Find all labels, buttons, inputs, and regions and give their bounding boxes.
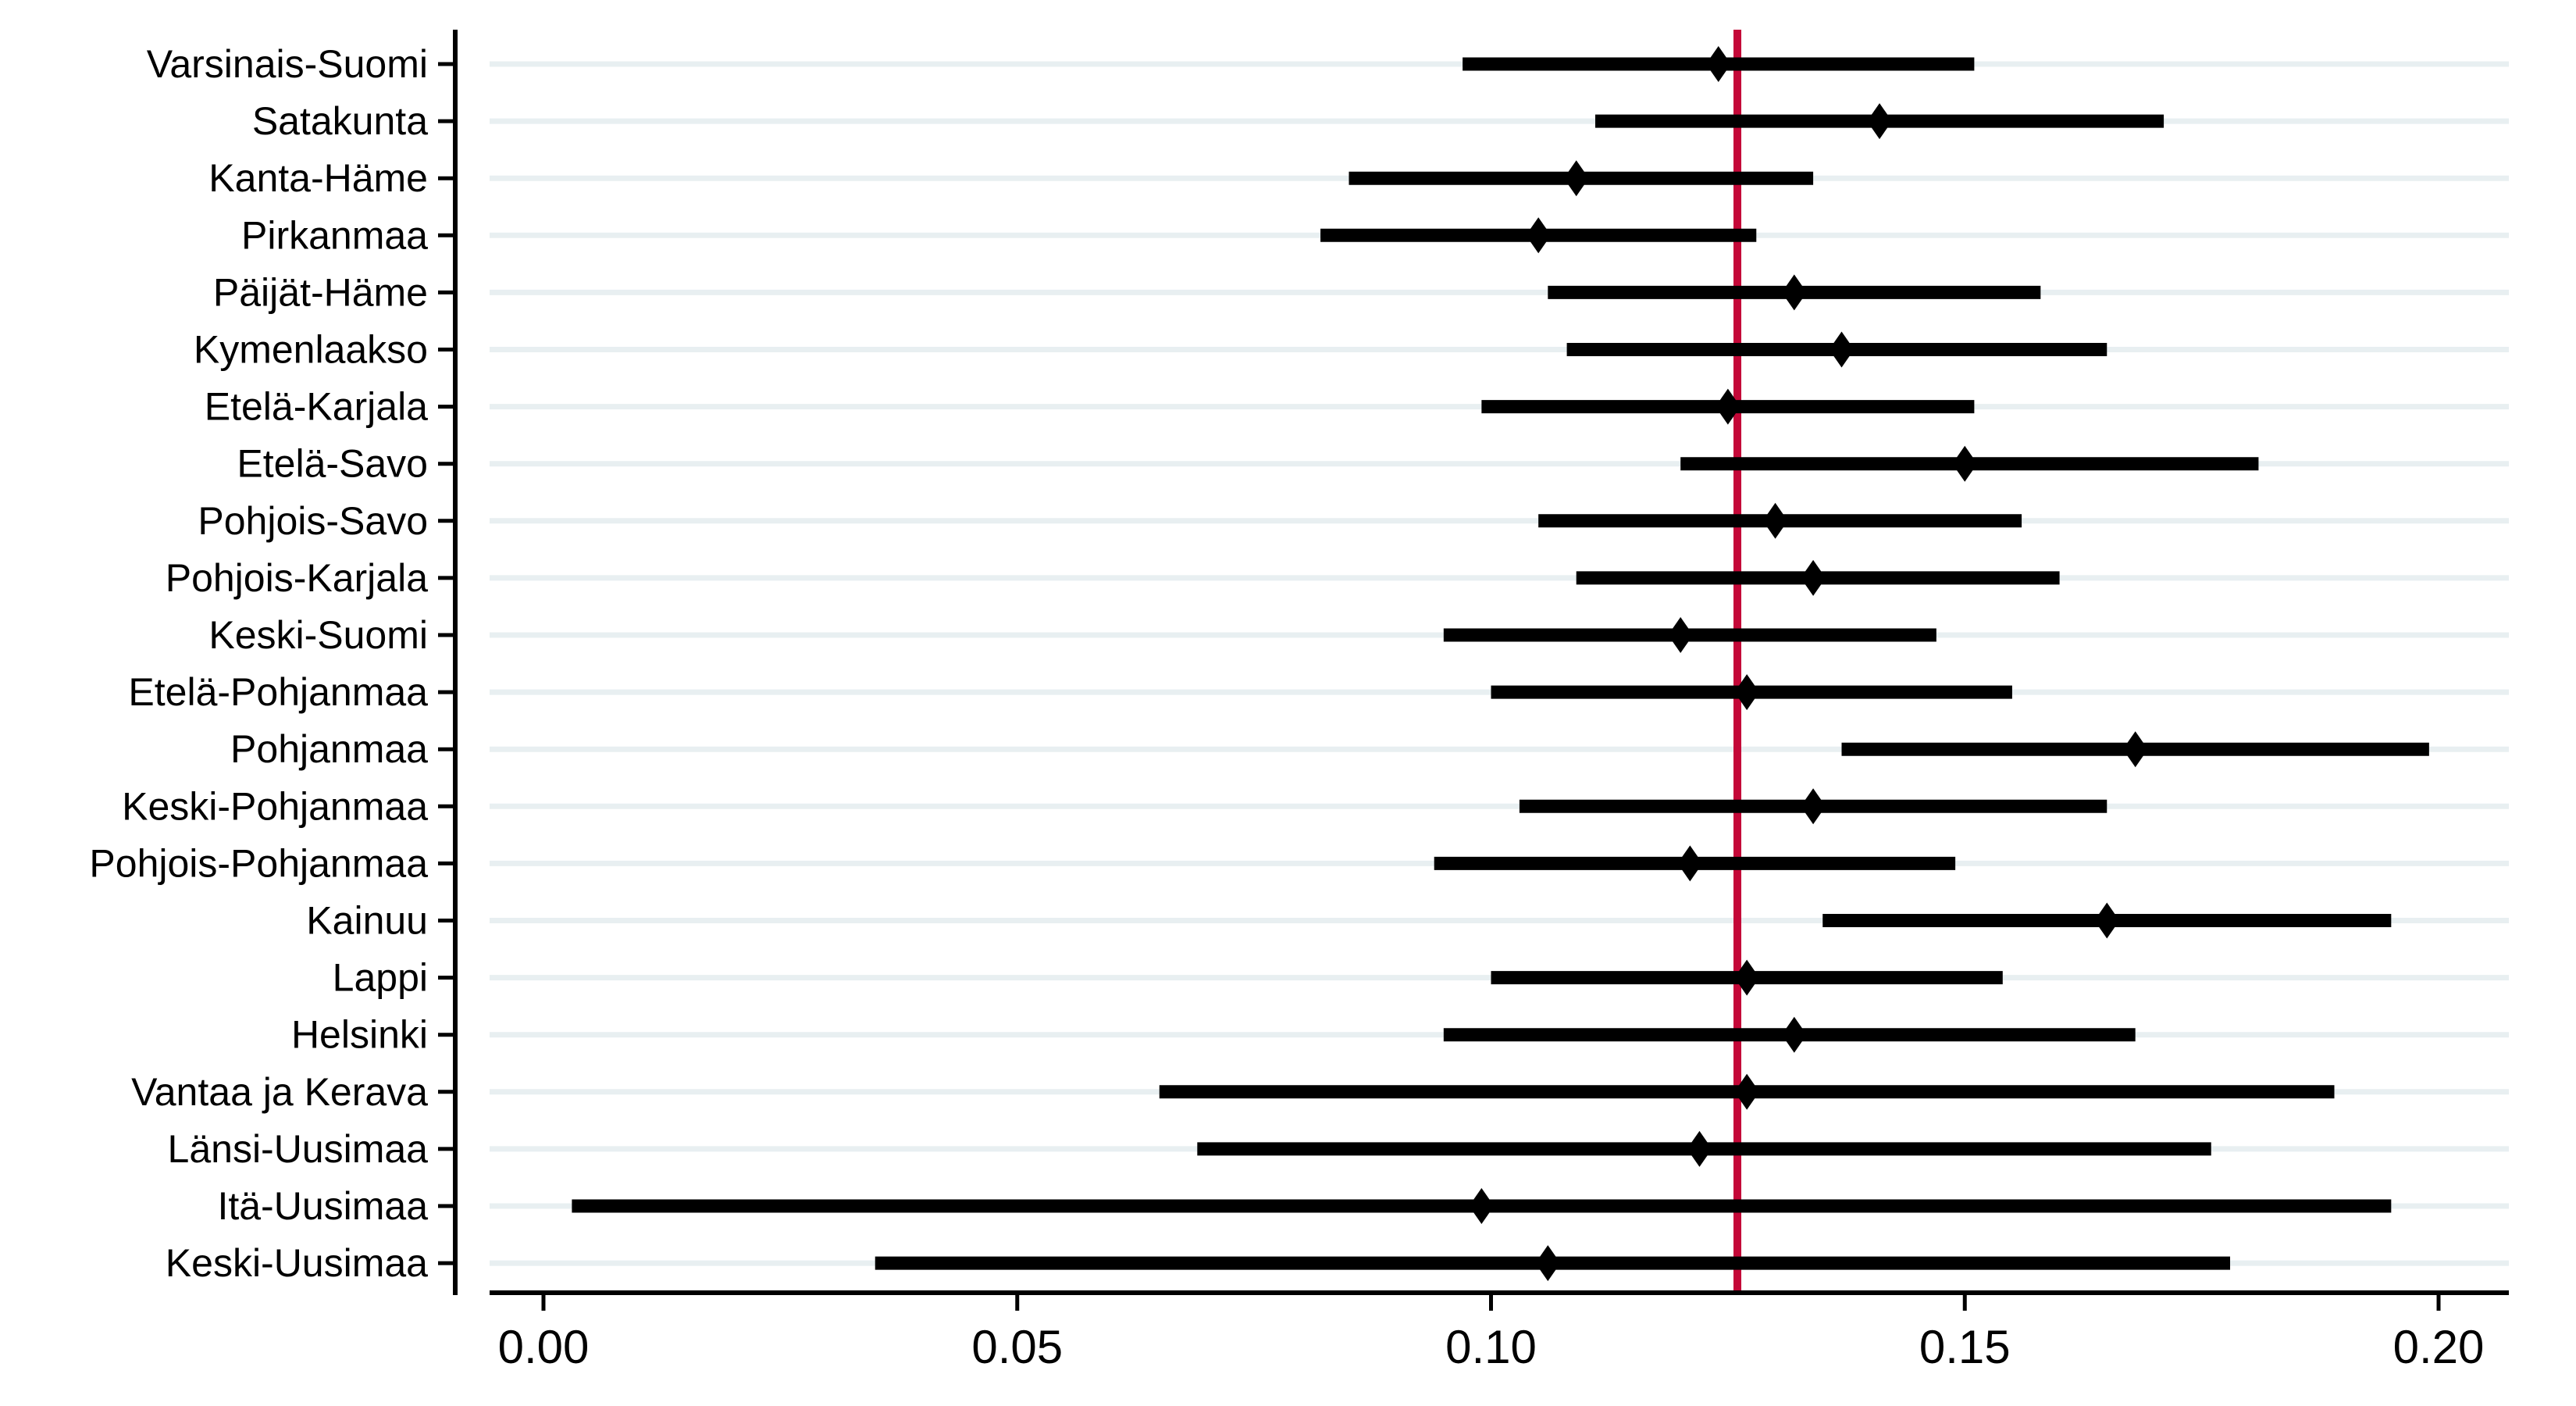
y-axis-label: Pohjois-Savo [198,499,428,543]
y-axis-label: Varsinais-Suomi [147,42,428,86]
y-axis-label: Lappi [333,956,428,1000]
estimate-diamond [1867,103,1893,140]
estimate-diamond [1469,1188,1495,1224]
x-tick-label: 0.10 [1445,1321,1537,1373]
y-axis-label: Etelä-Pohjanmaa [128,670,428,714]
y-axis-label: Kanta-Häme [208,156,428,200]
x-tick-label: 0.20 [2393,1321,2485,1373]
estimate-diamond [1801,559,1826,596]
y-axis-label: Länsi-Uusimaa [168,1127,429,1171]
y-axis-label: Pirkanmaa [241,213,428,257]
estimate-diamond [1668,617,1694,653]
estimate-diamond [1762,502,1788,539]
estimate-diamond [2122,731,2148,768]
estimate-diamond [1526,217,1552,254]
y-axis-label: Keski-Suomi [208,613,428,657]
y-axis-label: Kymenlaakso [194,328,428,372]
x-tick-label: 0.15 [1919,1321,2011,1373]
estimate-diamond [1687,1130,1712,1167]
x-tick-label: 0.05 [971,1321,1063,1373]
y-axis-label: Helsinki [291,1013,428,1057]
estimate-diamond [1535,1245,1561,1282]
estimate-diamond [1801,788,1826,825]
y-axis-label: Etelä-Savo [237,442,428,486]
y-axis-label: Keski-Pohjanmaa [122,784,428,828]
estimate-diamond [2094,902,2120,939]
estimate-diamond [1734,1073,1760,1110]
estimate-diamond [1715,388,1740,425]
estimate-diamond [1563,160,1589,197]
y-axis-label: Pohjois-Karjala [166,556,428,600]
y-axis-label: Vantaa ja Kerava [131,1070,428,1114]
estimate-diamond [1734,959,1760,996]
y-axis-label: Keski-Uusimaa [166,1241,428,1285]
y-axis-label: Etelä-Karjala [205,385,428,429]
y-axis-label: Pohjois-Pohjanmaa [89,841,428,885]
estimate-diamond [1952,445,1978,482]
y-axis-label: Itä-Uusimaa [217,1184,428,1228]
y-axis-label: Satakunta [252,99,428,143]
estimate-diamond [1781,1016,1807,1053]
estimate-diamond [1734,674,1760,711]
estimate-diamond [1781,274,1807,311]
estimate-diamond [1829,331,1855,368]
y-axis-label: Kainuu [306,899,428,943]
x-tick-label: 0.00 [498,1321,590,1373]
estimate-diamond [1705,46,1731,82]
y-axis-label: Päijät-Häme [213,270,428,314]
y-axis-label: Pohjanmaa [230,727,428,771]
estimate-diamond [1677,845,1703,882]
